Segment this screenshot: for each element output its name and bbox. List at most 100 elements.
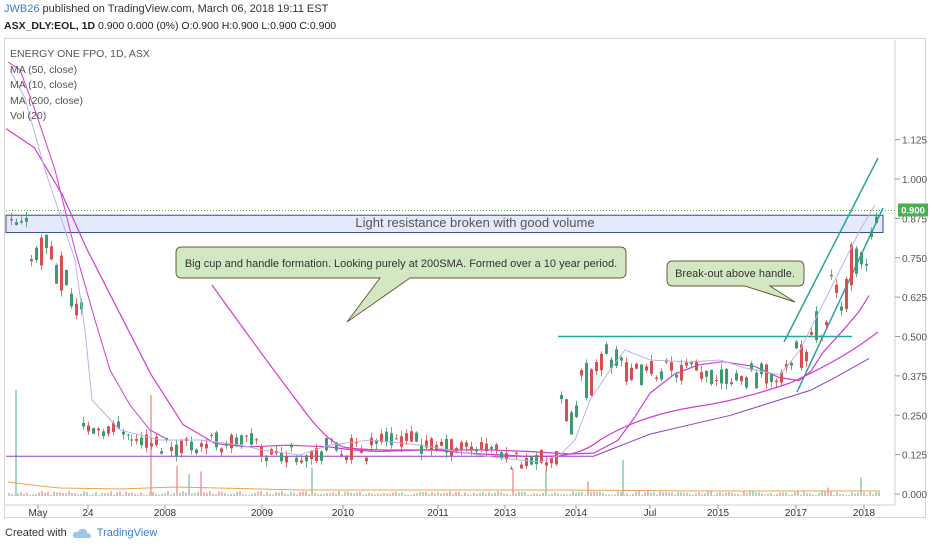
candle-body — [405, 433, 408, 441]
price-tick-label: 0.250 — [902, 411, 927, 422]
candle-body — [675, 374, 678, 378]
legend-volume[interactable]: Vol (20) — [10, 110, 47, 122]
candle-body — [760, 363, 763, 375]
volume-bar — [632, 493, 634, 496]
volume-bar — [323, 494, 325, 496]
candle-body — [70, 293, 73, 307]
volume-bar — [590, 491, 592, 496]
candle-body — [535, 455, 538, 465]
volume-bar — [725, 493, 727, 496]
volume-bar — [845, 494, 847, 496]
legend-ma200[interactable]: MA (200, close) — [10, 94, 83, 107]
candle-body — [45, 234, 48, 249]
volume-bar — [308, 494, 310, 496]
volume-bar — [812, 494, 814, 496]
candle-body — [150, 443, 153, 447]
candle-body — [615, 349, 618, 366]
volume-bar — [698, 492, 700, 496]
candle-body — [295, 457, 298, 463]
candle-body — [620, 357, 623, 361]
volume-bar — [521, 491, 523, 496]
price-chart[interactable]: 1.125 1.000 0.875 0.750 0.625 0.500 0.375 0.250… — [0, 0, 932, 520]
volume-bar — [170, 494, 172, 496]
volume-bar — [527, 494, 529, 496]
candle-body — [190, 441, 193, 451]
volume-bar — [89, 494, 91, 496]
candle-body — [335, 442, 338, 451]
chart-pane[interactable] — [4, 38, 926, 518]
candle-body — [145, 434, 148, 448]
candle-body — [215, 432, 218, 448]
candle-body — [595, 361, 598, 372]
volume-bar — [743, 491, 745, 496]
volume-bar — [719, 491, 721, 496]
volume-bar — [500, 492, 502, 496]
candle-body — [865, 263, 868, 266]
volume-bar — [20, 492, 22, 496]
candle-body — [440, 441, 443, 446]
candle-body — [60, 255, 63, 291]
candle-body — [325, 438, 328, 451]
volume-bar — [386, 493, 388, 496]
volume-bar — [518, 491, 520, 496]
candle-body — [585, 362, 588, 398]
candle-body — [540, 449, 543, 463]
candle-body — [485, 443, 488, 452]
price-tick-label: 0.000 — [902, 490, 927, 501]
volume-bar — [227, 494, 229, 496]
candle-body — [830, 274, 833, 277]
volume-bar — [551, 493, 553, 496]
volume-bar — [509, 494, 511, 496]
volume-bar — [287, 494, 289, 496]
legend-ma50[interactable]: MA (50, close) — [10, 63, 78, 76]
volume-bar — [176, 465, 178, 496]
volume-bar — [122, 494, 124, 496]
candle-body — [365, 457, 368, 462]
author-link[interactable]: JWB26 — [4, 3, 40, 15]
volume-bar — [755, 492, 757, 496]
volume-bar — [365, 493, 367, 496]
candle-body — [127, 434, 130, 436]
candle-body — [180, 440, 183, 454]
volume-bar — [542, 493, 544, 496]
candle-body — [730, 382, 733, 385]
time-tick-label: 2008 — [154, 508, 177, 519]
candle-body — [720, 369, 723, 384]
volume-bar — [599, 491, 601, 496]
candle-body — [725, 369, 728, 384]
candle-body — [695, 360, 698, 371]
legend-ma10[interactable]: MA (10, close) — [10, 79, 78, 91]
chart-legend: ENERGY ONE FPO, 1D, ASX MA (50, close) M… — [10, 47, 150, 125]
candle-body — [670, 362, 673, 371]
volume-bar — [683, 492, 685, 496]
candle-body — [460, 442, 463, 450]
volume-bar — [863, 492, 865, 496]
candle-body — [530, 456, 533, 465]
footer: Created with TradingView — [5, 527, 157, 539]
candle-body — [340, 454, 343, 456]
candle-body — [545, 462, 548, 466]
candle-body — [385, 431, 388, 442]
volume-bar — [797, 491, 799, 496]
volume-bar — [335, 493, 337, 496]
volume-bar — [461, 494, 463, 496]
volume-bar — [674, 494, 676, 496]
volume-bar — [581, 492, 583, 496]
volume-bar — [251, 493, 253, 496]
volume-bar — [821, 491, 823, 496]
candle-body — [87, 425, 90, 432]
volume-bar — [734, 494, 736, 496]
candle-body — [170, 446, 173, 451]
candle-body — [92, 427, 95, 434]
candle-body — [400, 436, 403, 447]
candle-body — [265, 457, 268, 462]
volume-bar — [443, 493, 445, 496]
candle-body — [107, 426, 110, 434]
volume-bar — [167, 491, 169, 496]
candle-body — [850, 244, 853, 286]
candle-body — [700, 372, 703, 379]
tradingview-brand[interactable]: TradingView — [96, 527, 158, 539]
candle-body — [635, 363, 638, 369]
volume-bar — [866, 494, 868, 496]
volume-bar — [830, 491, 832, 496]
